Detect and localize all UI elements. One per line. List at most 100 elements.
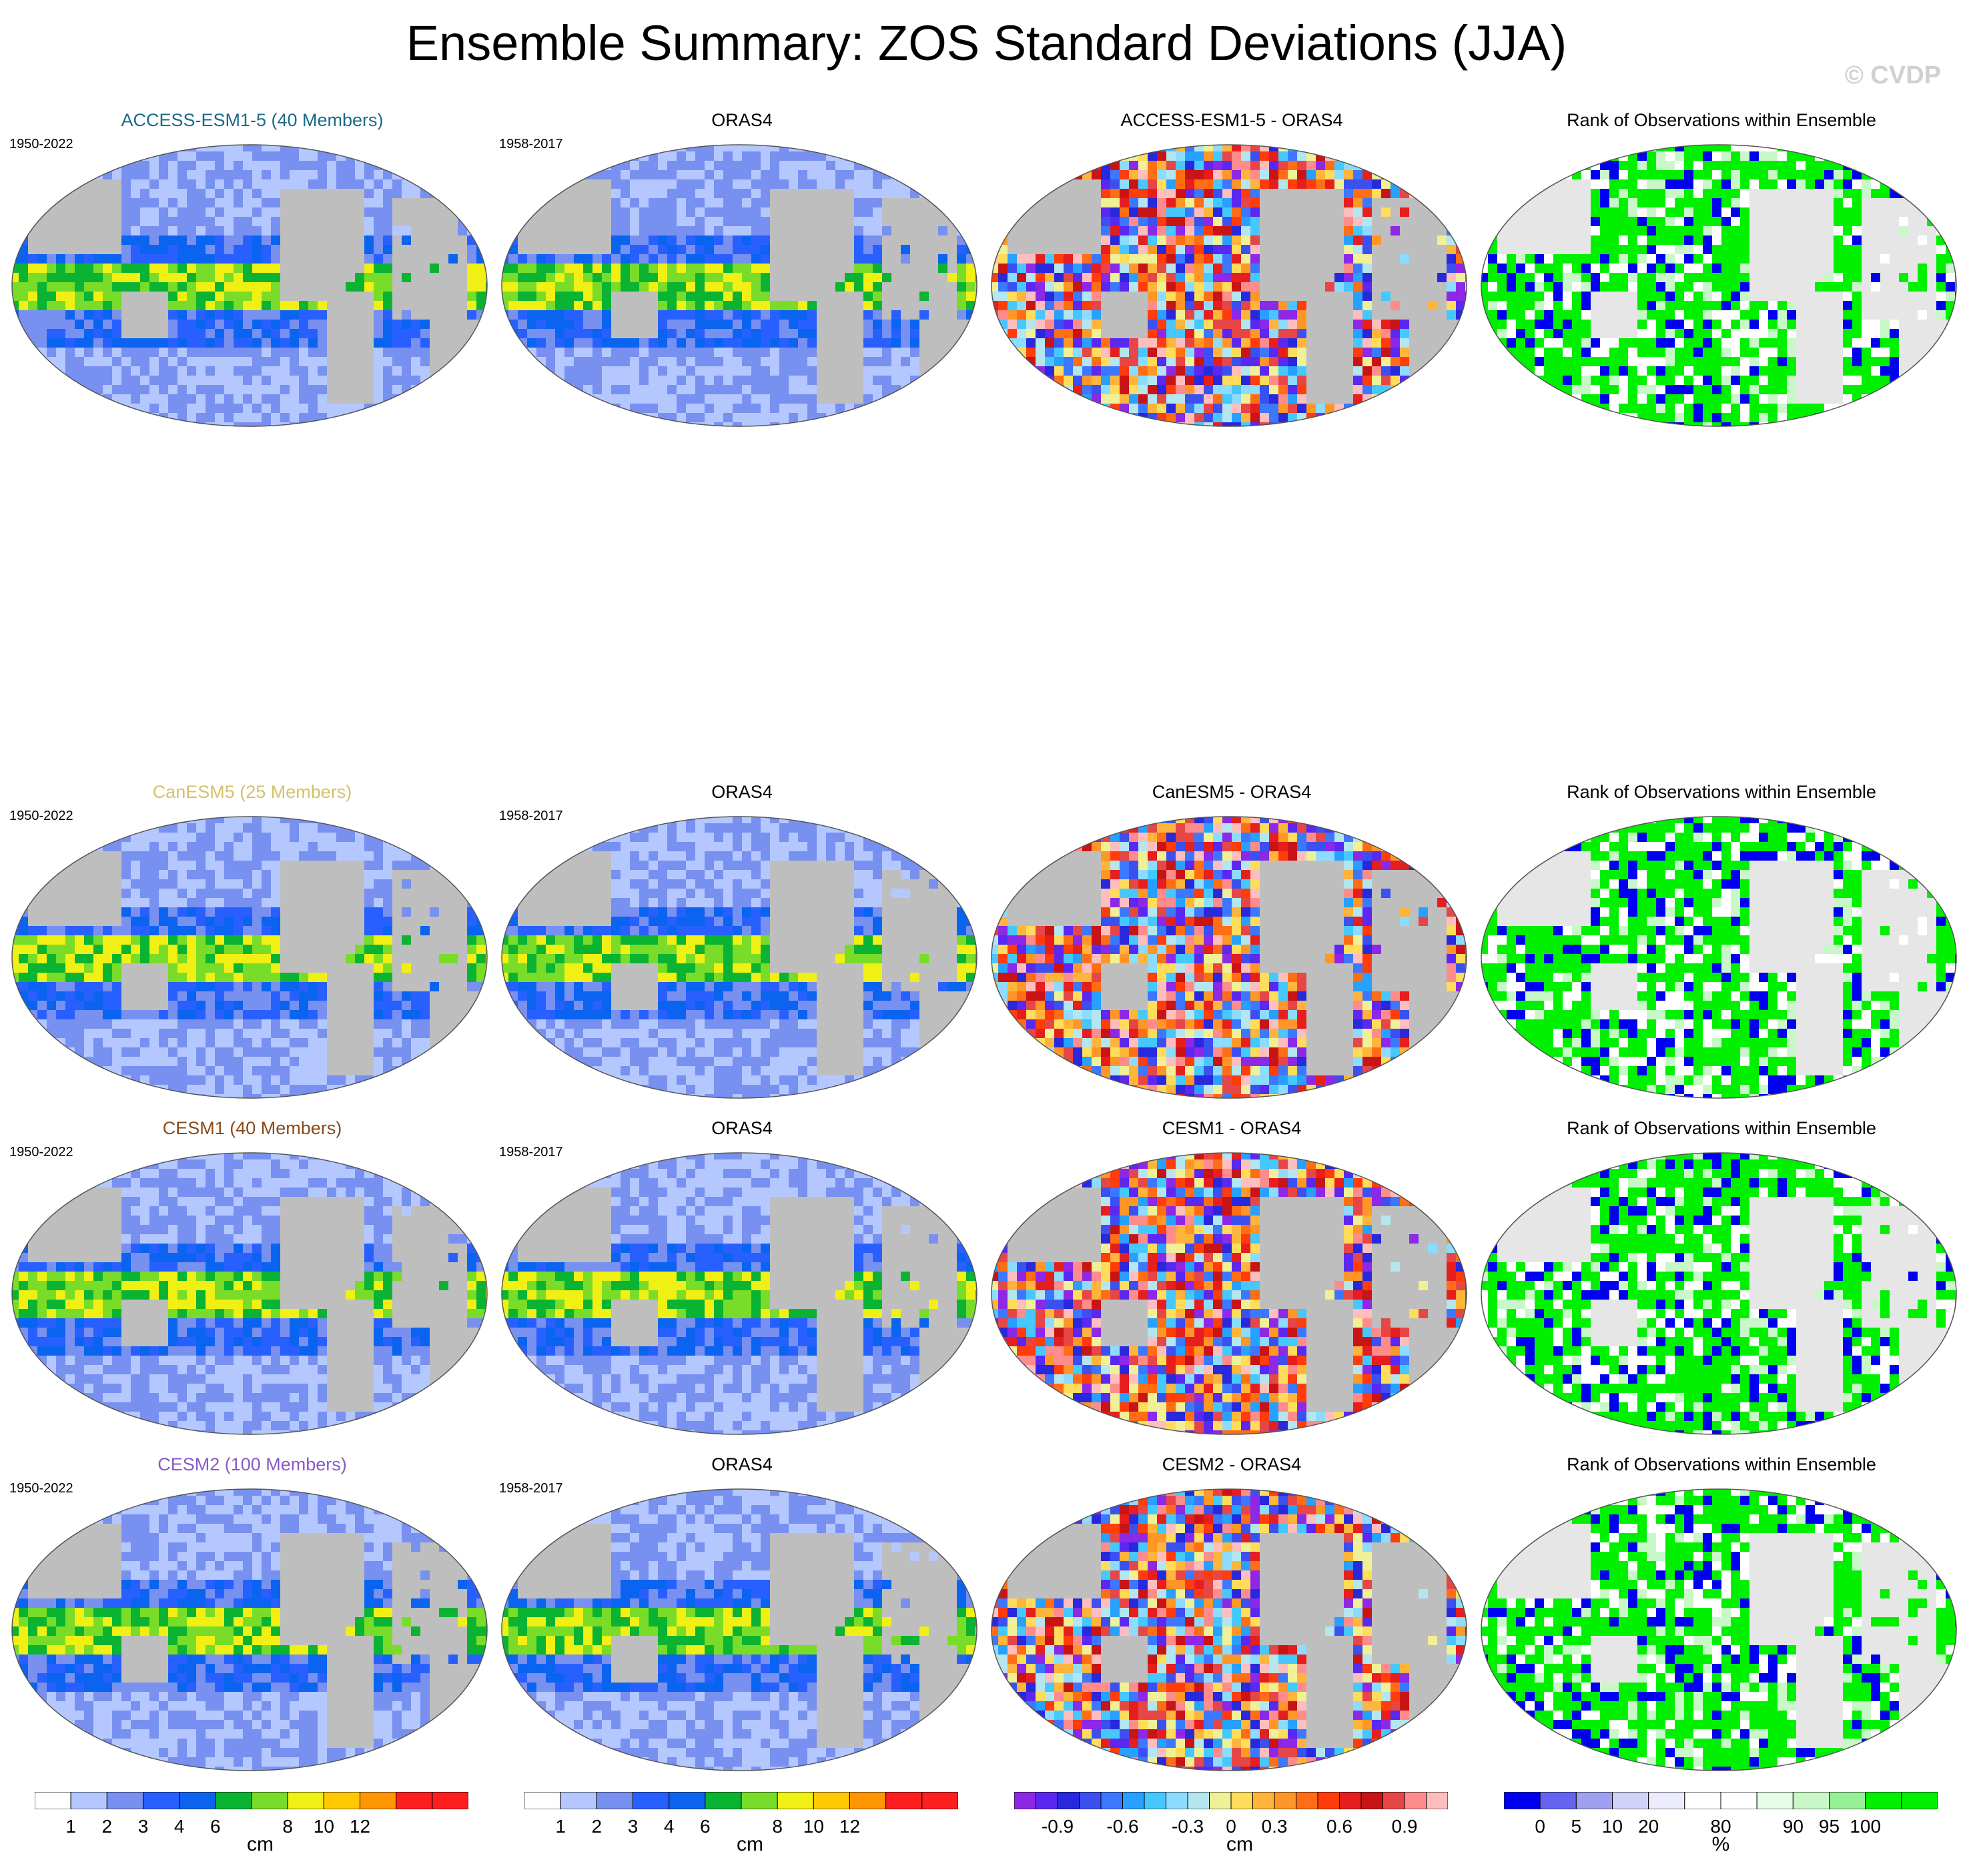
colorbar-diff: -0.9 -0.6 -0.3 0 0.3 0.6 0.9 cm <box>1014 1792 1448 1859</box>
map-panel-3-model: CESM2 (100 Members) 1950-2022 <box>9 1454 495 1773</box>
colorbar-tick-label: 10 <box>803 1816 824 1837</box>
world-map <box>11 1488 488 1771</box>
colorbar-swatch <box>396 1792 433 1809</box>
colorbar-tick-label: 1 <box>555 1816 566 1837</box>
colorbar-swatch <box>1079 1792 1102 1809</box>
colorbar-unit: cm <box>737 1833 763 1855</box>
colorbar-tick-label: 100 <box>1850 1816 1882 1837</box>
colorbar-tick-label: 0.6 <box>1326 1816 1352 1837</box>
panel-title: Rank of Observations within Ensemble <box>1567 110 1876 130</box>
map-panel-3-obs: ORAS4 1958-2017 <box>499 1454 985 1773</box>
world-map <box>501 144 977 427</box>
colorbar-swatch <box>1274 1792 1296 1809</box>
world-map <box>501 1152 977 1435</box>
world-map <box>11 144 488 427</box>
colorbar-swatch <box>432 1792 468 1809</box>
world-map <box>1481 816 1957 1099</box>
colorbar-tick-label: 4 <box>173 1816 185 1837</box>
colorbar-swatch <box>70 1792 107 1809</box>
colorbar-tick-label: 0.9 <box>1391 1816 1418 1837</box>
colorbar-tick-label: 8 <box>772 1816 783 1837</box>
world-map <box>1481 1152 1957 1435</box>
colorbar-swatch <box>1187 1792 1210 1809</box>
world-map <box>1481 144 1957 427</box>
panel-title: Rank of Observations within Ensemble <box>1567 1454 1876 1474</box>
colorbar-swatch <box>1792 1792 1830 1809</box>
colorbar-swatch <box>1901 1792 1938 1809</box>
colorbar-tick-label: 12 <box>349 1816 371 1837</box>
map-panel-3-diff: CESM2 - ORAS4 <box>989 1454 1475 1773</box>
colorbar-swatch <box>1144 1792 1166 1809</box>
colorbar-swatch <box>669 1792 706 1809</box>
colorbar-swatch <box>921 1792 958 1809</box>
period-label: 1950-2022 <box>9 137 73 151</box>
colorbar-tick-label: 80 <box>1710 1816 1731 1837</box>
map-panel-1-model: CanESM5 (25 Members) 1950-2022 <box>9 782 495 1101</box>
colorbar-swatch <box>705 1792 742 1809</box>
map-panel-2-model: CESM1 (40 Members) 1950-2022 <box>9 1118 495 1437</box>
colorbar-tick-label: 2 <box>101 1816 113 1837</box>
colorbar-swatch <box>1014 1792 1036 1809</box>
colorbar-swatch <box>1404 1792 1427 1809</box>
colorbar-swatches <box>1014 1792 1448 1809</box>
period-label: 1950-2022 <box>9 809 73 823</box>
world-map <box>991 816 1467 1099</box>
colorbar-swatch <box>849 1792 887 1809</box>
colorbar-swatch <box>560 1792 597 1809</box>
panel-title: ORAS4 <box>711 1454 773 1474</box>
colorbar-swatch <box>1100 1792 1123 1809</box>
colorbar-swatch <box>323 1792 361 1809</box>
colorbar-swatch <box>1829 1792 1866 1809</box>
panel-title: ORAS4 <box>711 1118 773 1138</box>
world-map <box>11 1152 488 1435</box>
period-label: 1950-2022 <box>9 1145 73 1159</box>
colorbar-swatch <box>1648 1792 1685 1809</box>
colorbar-tick-label: 5 <box>1571 1816 1582 1837</box>
colorbar-swatch <box>885 1792 923 1809</box>
colorbar-swatch <box>1684 1792 1721 1809</box>
colorbar-tick-label: 6 <box>700 1816 711 1837</box>
colorbar-swatch <box>1296 1792 1318 1809</box>
colorbar-swatch <box>1426 1792 1448 1809</box>
world-map <box>501 816 977 1099</box>
panel-title: ORAS4 <box>711 110 773 130</box>
colorbar-swatch <box>1612 1792 1649 1809</box>
colorbar-tick-label: 6 <box>210 1816 221 1837</box>
colorbar-tick-label: 8 <box>282 1816 293 1837</box>
panel-title: CESM2 (100 Members) <box>157 1454 347 1474</box>
colorbar-swatches <box>1504 1792 1938 1809</box>
map-panel-2-obs: ORAS4 1958-2017 <box>499 1118 985 1437</box>
map-panel-0-model: ACCESS-ESM1-5 (40 Members) 1950-2022 <box>9 110 495 429</box>
panel-title: ACCESS-ESM1-5 - ORAS4 <box>1120 110 1343 130</box>
panel-title: Rank of Observations within Ensemble <box>1567 1118 1876 1138</box>
world-map <box>501 1488 977 1771</box>
watermark: © CVDP <box>1844 61 1941 89</box>
panel-title: CanESM5 (25 Members) <box>152 782 352 802</box>
map-panel-3-rank: Rank of Observations within Ensemble <box>1479 1454 1964 1773</box>
colorbar-swatch <box>633 1792 670 1809</box>
colorbar-swatch <box>1865 1792 1902 1809</box>
colorbar-swatch <box>1057 1792 1080 1809</box>
colorbar-swatch <box>777 1792 814 1809</box>
colorbar-tick-label: 10 <box>313 1816 334 1837</box>
panel-title: CESM2 - ORAS4 <box>1162 1454 1302 1474</box>
colorbar-tick-label: 2 <box>591 1816 603 1837</box>
colorbar-swatch <box>1360 1792 1383 1809</box>
colorbar-unit: cm <box>247 1833 274 1855</box>
colorbar-std: 1 2 3 4 6 8 10 12 cm <box>35 1792 468 1859</box>
colorbar-swatch <box>106 1792 144 1809</box>
map-panel-0-diff: ACCESS-ESM1-5 - ORAS4 <box>989 110 1475 429</box>
colorbar-tick-label: 3 <box>627 1816 639 1837</box>
colorbar-tick-label: 10 <box>1601 1816 1623 1837</box>
colorbar-swatch <box>1339 1792 1362 1809</box>
colorbar-tick-label: 90 <box>1782 1816 1804 1837</box>
main-title: Ensemble Summary: ZOS Standard Deviation… <box>406 15 1567 71</box>
colorbar-tick-label: 4 <box>663 1816 675 1837</box>
colorbar-swatch <box>360 1792 397 1809</box>
world-map <box>991 1152 1467 1435</box>
colorbar-swatch <box>596 1792 634 1809</box>
colorbar-tick-label: -0.6 <box>1106 1816 1139 1837</box>
colorbar-tick-label: -0.3 <box>1171 1816 1204 1837</box>
colorbar-swatch <box>1122 1792 1145 1809</box>
world-map <box>991 144 1467 427</box>
